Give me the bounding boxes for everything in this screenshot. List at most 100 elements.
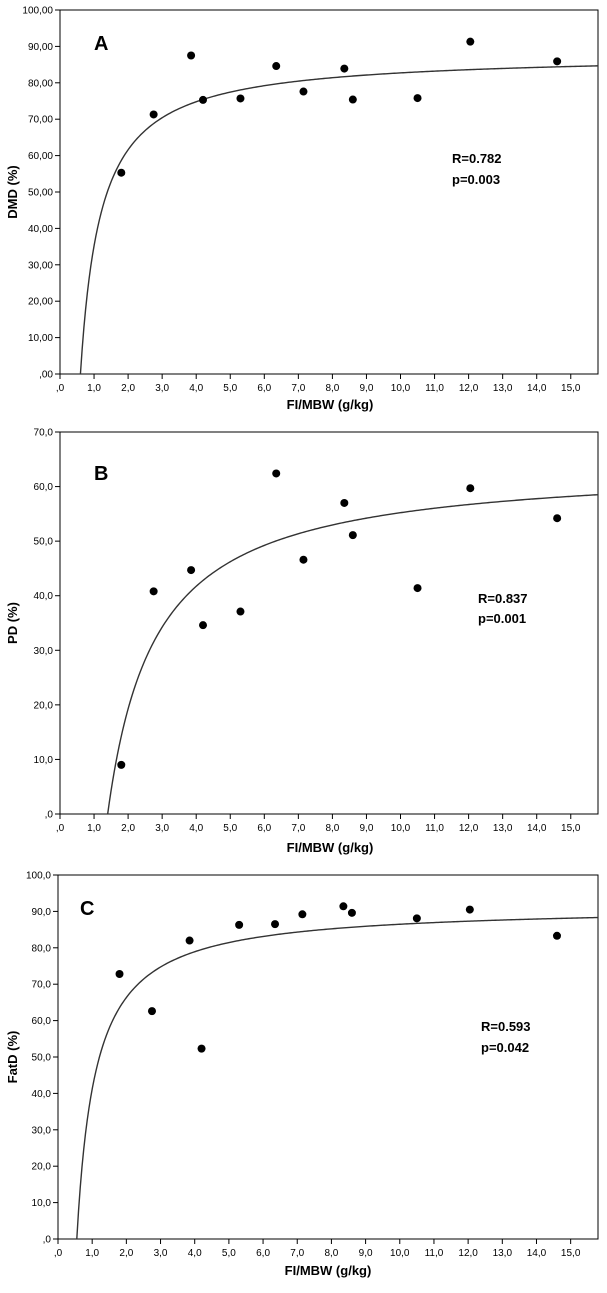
x-tick-label: 3,0	[155, 383, 169, 394]
x-tick-label: 14,0	[527, 383, 547, 394]
panel-letter: B	[94, 463, 108, 485]
data-point	[466, 484, 475, 493]
x-tick-label: 8,0	[325, 823, 339, 834]
data-point	[272, 469, 281, 478]
x-tick-label: 1,0	[85, 1248, 99, 1259]
x-tick-label: 13,0	[493, 383, 513, 394]
y-tick-label: 50,00	[28, 188, 53, 199]
y-tick-label: 50,0	[34, 537, 54, 548]
x-tick-label: 3,0	[154, 1248, 168, 1259]
x-tick-label: 5,0	[222, 1248, 236, 1259]
x-tick-label: 11,0	[425, 383, 444, 394]
x-tick-label: 15,0	[561, 383, 581, 394]
y-tick-label: ,0	[45, 810, 54, 821]
y-tick-label: 30,0	[34, 646, 54, 657]
data-point	[348, 531, 357, 540]
data-point	[117, 168, 126, 177]
y-tick-label: 50,0	[32, 1053, 52, 1064]
data-point	[299, 87, 308, 96]
x-tick-label: 2,0	[119, 1248, 133, 1259]
y-tick-label: 60,00	[28, 151, 53, 162]
panel-b: B PD (%) FI/MBW (g/kg) R=0.837 p=0.001 ,…	[5, 428, 599, 855]
y-tick-label: 90,00	[28, 42, 53, 53]
x-tick-label: 4,0	[188, 1248, 202, 1259]
data-point	[298, 910, 307, 919]
panel-letter: C	[80, 898, 94, 920]
panel-a: A DMD (%) FI/MBW (g/kg) R=0.782 p=0.003 …	[5, 6, 599, 412]
y-axis-label: FatD (%)	[5, 1031, 20, 1084]
x-tick-label: ,0	[56, 823, 65, 834]
x-tick-label: 10,0	[390, 1248, 410, 1259]
x-tick-label: 9,0	[360, 383, 374, 394]
y-tick-label: ,0	[43, 1235, 52, 1246]
data-points	[117, 37, 562, 177]
x-tick-label: 13,0	[493, 1248, 513, 1259]
data-points	[115, 902, 561, 1053]
data-point	[149, 110, 158, 119]
data-point	[272, 62, 281, 71]
data-point	[347, 908, 356, 917]
x-tick-label: 12,0	[458, 1248, 478, 1259]
data-point	[413, 584, 422, 593]
y-tick-label: 80,00	[28, 78, 53, 89]
x-tick-label: 2,0	[121, 383, 135, 394]
x-tick-label: 7,0	[291, 383, 305, 394]
data-point	[115, 970, 124, 979]
panel-c: C FatD (%) FI/MBW (g/kg) R=0.593 p=0.042…	[5, 871, 599, 1278]
data-point	[413, 94, 422, 103]
y-tick-label: 70,0	[34, 428, 54, 439]
r-value-text: R=0.593	[481, 1019, 531, 1034]
x-tick-label: 2,0	[121, 823, 135, 834]
fit-curve	[79, 65, 599, 375]
y-tick-label: 30,00	[28, 260, 53, 271]
data-point	[299, 555, 308, 564]
plot-frame	[59, 431, 599, 815]
x-tick-label: 10,0	[391, 823, 411, 834]
x-tick-label: ,0	[56, 383, 65, 394]
y-tick-label: 100,00	[22, 6, 53, 17]
data-point	[236, 607, 245, 616]
x-tick-label: 5,0	[223, 823, 237, 834]
y-tick-label: 40,00	[28, 224, 53, 235]
data-point	[465, 905, 474, 914]
data-point	[552, 931, 561, 940]
r-value-text: R=0.782	[452, 151, 502, 166]
x-tick-label: ,0	[54, 1248, 63, 1259]
x-tick-label: 4,0	[189, 383, 203, 394]
data-point	[187, 566, 196, 575]
y-tick-label: 10,0	[32, 1198, 52, 1209]
data-point	[412, 914, 421, 923]
data-point	[553, 57, 562, 66]
data-point	[340, 498, 349, 507]
x-tick-label: 15,0	[561, 1248, 581, 1259]
data-point	[553, 514, 562, 523]
x-tick-label: 8,0	[325, 383, 339, 394]
y-axis-label: PD (%)	[5, 602, 20, 644]
y-tick-label: 100,0	[26, 871, 51, 882]
y-tick-label: 90,0	[32, 907, 52, 918]
y-tick-label: 20,00	[28, 297, 53, 308]
x-axis-label: FI/MBW (g/kg)	[285, 1263, 372, 1278]
data-points	[117, 469, 562, 769]
x-tick-label: 1,0	[87, 823, 101, 834]
data-point	[466, 37, 475, 46]
data-point	[197, 1044, 206, 1053]
y-tick-label: 10,00	[28, 333, 53, 344]
x-tick-label: 11,0	[425, 823, 444, 834]
data-point	[236, 94, 245, 103]
x-tick-label: 6,0	[257, 383, 271, 394]
y-tick-label: 80,0	[32, 943, 52, 954]
axis-ticks: ,0 1,0 2,0 3,0 4,0 5,0 6,0 7,0 8,0 9,0 10,0 11,0 12,…	[26, 871, 581, 1260]
y-tick-label: 10,0	[34, 755, 54, 766]
x-tick-label: 7,0	[291, 823, 305, 834]
data-point	[340, 64, 349, 73]
y-tick-label: 30,0	[32, 1125, 52, 1136]
x-tick-label: 1,0	[87, 383, 101, 394]
x-tick-label: 12,0	[459, 823, 479, 834]
axis-ticks: ,0 1,0 2,0 3,0 4,0 5,0 6,0 7,0 8,0 9,0 10,0 11,0 12,…	[22, 6, 581, 395]
y-tick-label: 40,0	[32, 1089, 52, 1100]
y-tick-label: 60,0	[32, 1016, 52, 1027]
x-tick-label: 14,0	[527, 1248, 547, 1259]
x-tick-label: 12,0	[459, 383, 479, 394]
data-point	[147, 1007, 156, 1016]
